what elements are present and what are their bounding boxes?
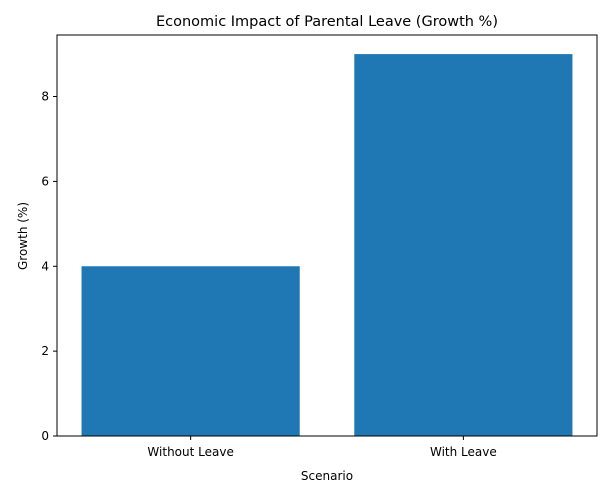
y-axis-label: Growth (%) — [16, 202, 30, 270]
axes-frame — [56, 34, 598, 437]
x-tick-label: Without Leave — [147, 445, 233, 459]
y-tick-label: 0 — [41, 429, 49, 443]
y-tick-label: 6 — [41, 174, 49, 188]
x-tick-label: With Leave — [430, 445, 497, 459]
y-tick-label: 2 — [41, 344, 49, 358]
y-tick-label: 4 — [41, 259, 49, 273]
bar — [81, 266, 300, 436]
x-axis-label: Scenario — [301, 469, 353, 483]
bar — [354, 54, 573, 436]
y-tick-label: 8 — [41, 90, 49, 104]
chart-title: Economic Impact of Parental Leave (Growt… — [156, 14, 498, 30]
